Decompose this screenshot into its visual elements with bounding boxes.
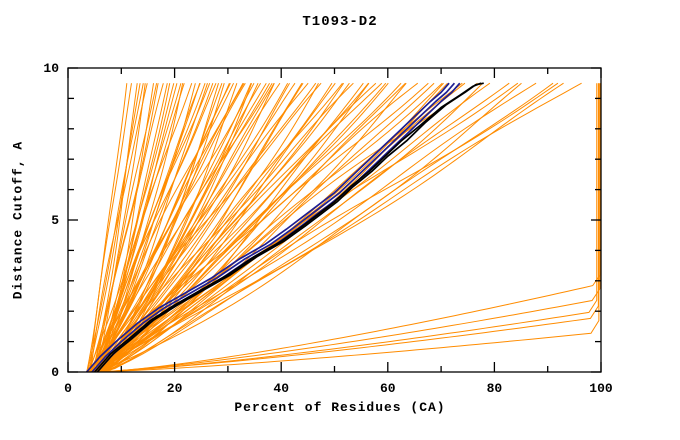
- y-axis-label: Distance Cutoff, A: [10, 140, 26, 300]
- y-tick-label: 0: [51, 365, 59, 380]
- x-tick-label: 0: [64, 381, 72, 396]
- x-tick-label: 20: [167, 381, 183, 396]
- y-tick-label: 10: [43, 61, 59, 76]
- y-tick-label: 5: [51, 213, 59, 228]
- chart-title: T1093-D2: [302, 14, 378, 30]
- x-tick-label: 60: [380, 381, 396, 396]
- x-axis-label: Percent of Residues (CA): [234, 400, 446, 415]
- x-tick-label: 40: [273, 381, 289, 396]
- x-tick-label: 80: [487, 381, 503, 396]
- x-tick-label: 100: [589, 381, 613, 396]
